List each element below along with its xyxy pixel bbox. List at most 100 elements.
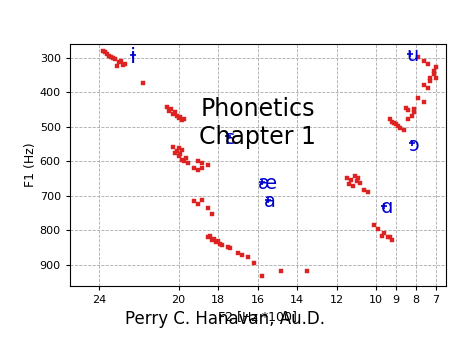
Point [177,152,184,157]
Point [163,104,170,110]
Point [108,54,115,60]
Point [181,159,188,164]
Point [432,75,439,80]
Point [424,61,431,67]
Point [392,121,400,127]
Point [208,211,216,217]
Point [410,106,418,112]
Point [391,120,398,125]
Point [208,237,216,243]
Text: ɛ: ɛ [225,129,235,148]
Point [225,244,232,250]
Point [207,233,214,238]
Point [198,160,206,166]
Point [347,177,354,183]
Point [365,189,372,194]
Point [405,107,412,113]
Text: i: i [130,47,136,67]
Text: Perry C. Hanavan, Au.D.: Perry C. Hanavan, Au.D. [125,310,325,329]
Point [113,64,121,69]
Point [205,205,212,211]
Point [205,162,212,168]
Point [226,245,234,250]
Point [100,48,107,53]
Point [258,273,265,279]
Point [408,113,415,118]
Point [278,268,285,274]
Point [120,62,127,67]
Point [198,166,206,171]
Point [215,239,222,244]
Point [395,123,402,129]
Point [104,51,111,56]
Point [191,198,198,204]
Point [175,145,182,150]
Point [205,235,212,240]
Text: ɑ: ɑ [381,198,393,217]
Point [303,268,310,274]
Point [414,96,421,101]
Point [420,58,427,63]
Point [195,167,202,173]
Point [171,110,178,115]
Point [122,61,129,67]
Point [177,115,184,120]
Point [343,175,350,180]
Point [426,75,433,80]
Point [165,108,172,114]
Point [400,127,408,132]
Point [244,255,252,260]
Point [212,240,220,245]
Point [375,226,382,231]
Text: u: u [406,46,419,65]
Point [112,57,119,62]
Point [173,148,180,154]
Point [396,125,404,130]
Text: æ: æ [258,174,277,193]
Point [420,99,427,105]
Point [110,55,117,61]
Point [179,117,186,123]
Point [414,54,421,60]
Point [198,197,206,203]
Point [173,113,180,118]
Point [179,157,186,162]
Point [405,117,412,122]
Point [388,237,396,243]
Point [250,261,257,266]
Point [430,72,437,77]
Point [211,236,218,242]
Y-axis label: F1 (Hz): F1 (Hz) [24,142,37,187]
Point [167,106,174,112]
Point [371,222,378,228]
Point [388,119,396,124]
Point [426,78,433,84]
Point [378,233,386,238]
Point [140,80,147,85]
Point [175,116,182,121]
Text: Phonetics
Chapter 1: Phonetics Chapter 1 [199,97,316,149]
Point [191,165,198,170]
Point [355,175,362,180]
Point [185,160,192,166]
Point [349,184,356,189]
Point [430,68,437,74]
Point [218,242,225,247]
Point [216,241,224,247]
Point [387,234,394,239]
Point [171,150,178,155]
Point [424,86,431,91]
Point [345,181,352,187]
Point [353,179,360,184]
Point [195,158,202,163]
Point [183,155,190,161]
Point [179,148,186,153]
Point [169,111,176,116]
Point [381,231,388,236]
Point [420,82,427,88]
Text: a: a [264,192,276,211]
Point [102,49,109,54]
Point [117,58,125,63]
Point [175,153,182,159]
Point [234,250,242,256]
